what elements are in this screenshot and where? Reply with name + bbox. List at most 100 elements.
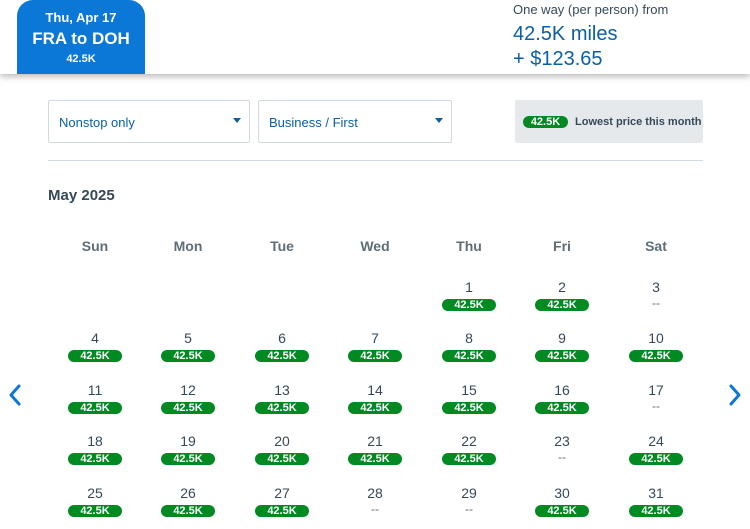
calendar-day-cell[interactable]: 28 -- (328, 485, 422, 525)
day-number: 17 (648, 382, 664, 398)
day-number: 30 (554, 485, 570, 501)
weekday-label: Wed (360, 238, 390, 254)
day-price-badge: 42.5K (442, 402, 496, 414)
day-number: 11 (87, 382, 103, 398)
calendar-day-cell[interactable]: 21 42.5K (328, 433, 422, 473)
calendar-day-cell[interactable]: 10 42.5K (609, 330, 703, 370)
day-price-badge: 42.5K (348, 453, 402, 465)
calendar-day-cell[interactable]: 14 42.5K (328, 382, 422, 422)
calendar-day-cell[interactable]: 11 42.5K (48, 382, 142, 422)
calendar-day-cell[interactable]: 13 42.5K (235, 382, 329, 422)
day-number: 14 (367, 382, 383, 398)
day-number: 8 (465, 330, 473, 346)
day-price-badge: 42.5K (535, 402, 589, 414)
day-price-badge: 42.5K (161, 505, 215, 517)
no-price-indicator: -- (652, 399, 660, 413)
day-price-badge: 42.5K (161, 453, 215, 465)
day-number: 22 (461, 433, 477, 449)
day-number: 23 (554, 433, 570, 449)
calendar-day-cell[interactable]: 16 42.5K (515, 382, 609, 422)
calendar-day-cell[interactable]: 7 42.5K (328, 330, 422, 370)
day-number: 6 (278, 330, 286, 346)
day-price-badge: 42.5K (255, 453, 309, 465)
day-number: 2 (558, 279, 566, 295)
price-caption: One way (per person) from (513, 2, 669, 17)
calendar-day-cell[interactable]: 29 -- (422, 485, 516, 525)
day-number: 13 (274, 382, 290, 398)
top-bar: Thu, Apr 17 FRA to DOH 42.5K One way (pe… (0, 0, 750, 74)
calendar-day-cell[interactable]: 27 42.5K (235, 485, 329, 525)
calendar-day-cell[interactable]: 25 42.5K (48, 485, 142, 525)
day-number: 5 (184, 330, 192, 346)
day-price-badge: 42.5K (255, 505, 309, 517)
calendar-day-cell[interactable]: 31 42.5K (609, 485, 703, 525)
calendar-day-cell[interactable]: 18 42.5K (48, 433, 142, 473)
day-number: 24 (648, 433, 664, 449)
selected-miles: 42.5K (66, 53, 96, 65)
day-number: 7 (371, 330, 379, 346)
legend-price-badge: 42.5K (523, 116, 568, 128)
day-price-badge: 42.5K (442, 299, 496, 311)
price-summary: One way (per person) from 42.5K miles + … (513, 3, 668, 71)
day-price-badge: 42.5K (348, 350, 402, 362)
day-price-badge: 42.5K (348, 402, 402, 414)
day-number: 21 (367, 433, 383, 449)
calendar-day-cell[interactable]: 22 42.5K (422, 433, 516, 473)
day-price-badge: 42.5K (68, 453, 122, 465)
day-number: 29 (461, 485, 477, 501)
divider (48, 160, 703, 161)
weekday-label: Sat (645, 238, 667, 254)
calendar-day-cell[interactable]: 26 42.5K (141, 485, 235, 525)
calendar-day-cell[interactable]: 6 42.5K (235, 330, 329, 370)
calendar-day-cell[interactable]: 20 42.5K (235, 433, 329, 473)
day-number: 19 (180, 433, 196, 449)
day-price-badge: 42.5K (629, 505, 683, 517)
chevron-right-icon[interactable] (722, 380, 746, 410)
day-price-badge: 42.5K (68, 350, 122, 362)
calendar-day-cell[interactable]: 15 42.5K (422, 382, 516, 422)
day-price-badge: 42.5K (535, 350, 589, 362)
calendar-day-cell[interactable]: 17 -- (609, 382, 703, 422)
calendar-day-cell[interactable]: 23 -- (515, 433, 609, 473)
day-number: 28 (367, 485, 383, 501)
day-number: 12 (180, 382, 196, 398)
calendar-day-cell[interactable]: 12 42.5K (141, 382, 235, 422)
no-price-indicator: -- (465, 502, 473, 516)
route-label: FRA to DOH (32, 29, 130, 48)
price-miles: 42.5K miles (513, 23, 618, 45)
legend-text: Lowest price this month (575, 116, 702, 128)
weekday-label: Fri (553, 238, 571, 254)
selected-date: Thu, Apr 17 (45, 10, 117, 25)
cabin-filter-select[interactable]: Business / First (258, 100, 452, 143)
calendar-day-cell[interactable]: 3 -- (609, 279, 703, 319)
day-number: 31 (648, 485, 664, 501)
caret-down-icon (233, 118, 241, 123)
day-number: 26 (180, 485, 196, 501)
calendar-day-cell[interactable]: 9 42.5K (515, 330, 609, 370)
no-price-indicator: -- (371, 502, 379, 516)
calendar-day-cell[interactable]: 19 42.5K (141, 433, 235, 473)
calendar-day-cell[interactable]: 8 42.5K (422, 330, 516, 370)
calendar-day-cell[interactable]: 5 42.5K (141, 330, 235, 370)
calendar-day-cell[interactable]: 1 42.5K (422, 279, 516, 319)
calendar-day-cell[interactable]: 24 42.5K (609, 433, 703, 473)
selected-date-tab[interactable]: Thu, Apr 17 FRA to DOH 42.5K (17, 0, 145, 74)
day-number: 9 (558, 330, 566, 346)
day-number: 16 (554, 382, 570, 398)
calendar-day-cell[interactable]: 4 42.5K (48, 330, 142, 370)
day-number: 27 (274, 485, 290, 501)
calendar-day-cell[interactable]: 30 42.5K (515, 485, 609, 525)
stops-filter-select[interactable]: Nonstop only (48, 100, 250, 143)
day-number: 3 (652, 279, 660, 295)
chevron-left-icon[interactable] (4, 380, 28, 410)
weekday-label: Mon (173, 238, 203, 254)
calendar-day-cell[interactable]: 2 42.5K (515, 279, 609, 319)
weekday-label: Thu (456, 238, 482, 254)
day-price-badge: 42.5K (535, 299, 589, 311)
day-price-badge: 42.5K (629, 350, 683, 362)
day-price-badge: 42.5K (255, 402, 309, 414)
day-number: 10 (648, 330, 664, 346)
no-price-indicator: -- (558, 450, 566, 464)
day-price-badge: 42.5K (629, 453, 683, 465)
day-price-badge: 42.5K (161, 402, 215, 414)
